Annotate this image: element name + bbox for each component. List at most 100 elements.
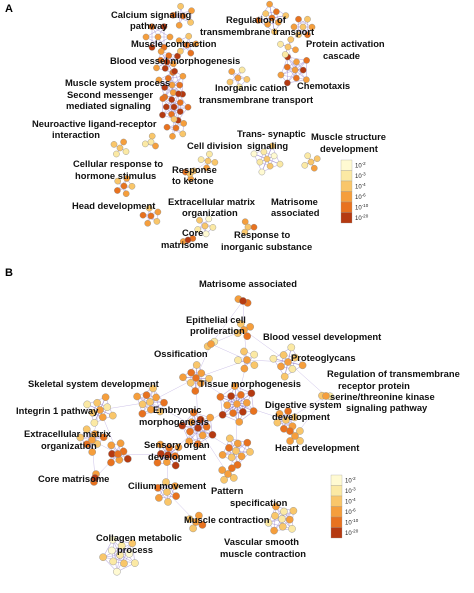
network-node [116,551,124,559]
legend-label: 10-6 [355,193,366,202]
term-core-matrisome-a-line2: matrisome [161,239,208,250]
term-blood-vessel-development: Blood vessel development [263,331,381,342]
network-node [148,23,156,30]
network-node [144,219,151,227]
network-node [152,393,160,402]
network-node [175,90,182,98]
network-node [88,448,96,456]
network-node [313,155,321,162]
network-node [292,46,299,54]
network-edge [171,84,175,108]
network-node [272,502,280,511]
network-node [271,512,279,520]
term-reg-transmembrane-line2: transmembrane transport [200,26,314,37]
term-heart-development: Heart development [275,442,359,453]
network-node [225,444,233,452]
term-response-inorganic-line2: inorganic substance [221,241,312,252]
network-node [250,361,259,369]
network-node [109,557,117,566]
network-node [139,211,147,219]
network-node [90,418,99,427]
legend-b: 10-2 10-310-4 10-610-10 10-20 [330,474,359,539]
network-node [109,411,117,420]
term-inorganic-cation-line1: Inorganic cation [215,82,288,93]
term-sensory-line2: development [148,451,206,462]
network-node [197,156,205,163]
network-node [177,3,184,10]
network-node [170,115,178,123]
network-node [234,74,242,82]
network-node [120,182,128,190]
network-node [114,187,121,194]
term-cell-division: Cell division [187,140,242,151]
network-node [117,542,126,550]
network-node [229,409,237,417]
network-node [249,407,258,415]
network-node [149,384,157,393]
network-node [236,83,243,91]
network-node [82,425,91,434]
network-node [283,63,291,71]
term-muscle-structure-line2: development [320,143,378,154]
network-node [194,424,202,432]
network-node [284,407,292,416]
network-node [295,15,302,23]
network-node [238,66,246,74]
term-matrisome-associated-a-line2: associated [271,207,320,218]
network-node [287,343,296,352]
network-node [148,132,156,140]
network-node [192,518,200,526]
network-node [186,427,194,436]
network-node [179,72,187,80]
network-node [168,96,175,103]
network-node [240,347,248,356]
network-node [108,546,116,555]
network-node [196,216,203,224]
panel-b: B Matrisome associated Epithelial cell p… [5,267,460,559]
network-node [277,71,285,79]
network-node [202,422,211,431]
network-edge [222,410,254,416]
network-node [153,64,160,72]
network-node [289,506,298,515]
term-pattern-spec-line1: Pattern [211,485,244,496]
network-node [116,439,125,448]
network-node [113,150,120,158]
legend-swatch [330,485,343,497]
network-node [233,439,242,448]
network-edge [287,26,304,48]
network-node [282,12,290,19]
network-node [262,10,270,17]
network-node [202,230,210,238]
network-node [291,353,299,362]
legend-label: 10-10 [345,518,359,527]
legend-label: 10-6 [345,508,356,517]
network-node [170,60,177,68]
network-node [157,48,165,55]
network-node [187,368,195,377]
network-node [224,470,232,478]
network-node [264,20,271,28]
network-node [239,408,247,416]
term-ecm-organization-b-line1: Extracellular matrix [24,428,112,439]
network-node [206,150,213,158]
network-node [165,52,173,59]
network-node [88,436,96,444]
term-reg-tgf-line2: receptor protein [338,380,410,391]
network-node [250,350,258,359]
network-node [223,401,231,410]
network-node [196,415,205,424]
network-node [99,433,108,442]
term-neuroactive-line2: interaction [52,129,100,140]
network-node [205,215,213,223]
network-node [120,559,128,568]
term-epithelial-line2: proliferation [190,325,245,336]
network-node [168,81,176,89]
network-node [183,41,191,49]
network-node [192,40,200,48]
network-node [271,28,278,36]
legend-swatch [330,495,343,507]
network-node [175,37,183,45]
term-integrin-pathway: Integrin 1 pathway [16,405,99,416]
term-core-matrisome-a-line1: Core [182,227,203,238]
